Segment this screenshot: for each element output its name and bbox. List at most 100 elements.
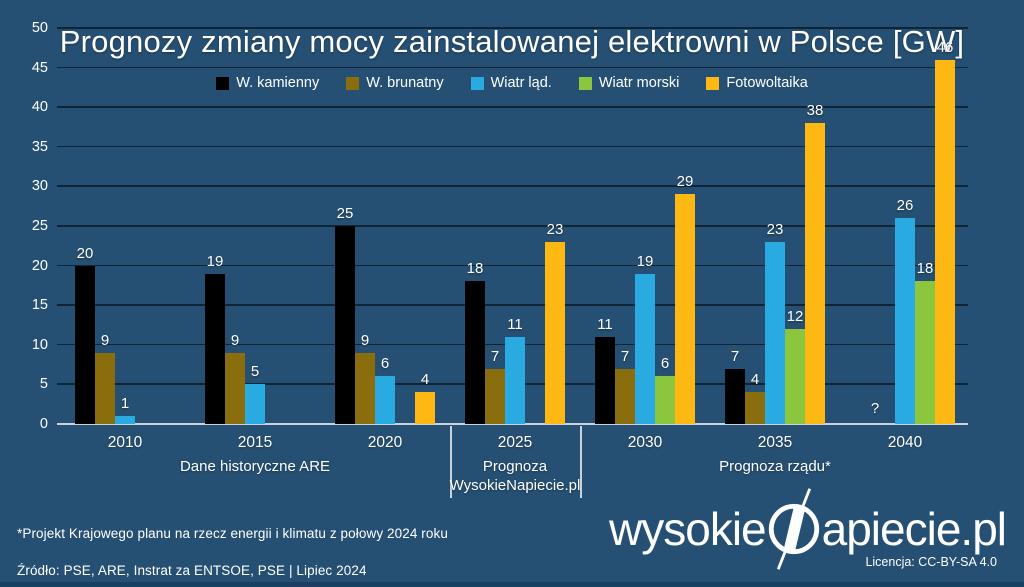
legend-marker bbox=[346, 76, 360, 90]
bar-value-label: 19 bbox=[206, 252, 224, 270]
gridline bbox=[57, 106, 968, 108]
bar-value-label: 18 bbox=[466, 260, 484, 278]
bar-value-label: 20 bbox=[76, 244, 94, 262]
missing-value-label: ? bbox=[870, 400, 880, 417]
bar-value-label: 4 bbox=[750, 371, 760, 389]
legend-label: W. kamienny bbox=[236, 75, 320, 91]
zone-label-line: Prognoza rządu* bbox=[719, 458, 831, 475]
bar-value-label: 7 bbox=[490, 347, 500, 365]
y-axis-label: 10 bbox=[31, 336, 48, 353]
brand-logo: wysokie apiecie.pl bbox=[609, 488, 1007, 570]
x-axis-label: 2025 bbox=[497, 434, 533, 451]
bar-value-label: 12 bbox=[786, 307, 804, 325]
bar bbox=[505, 336, 525, 424]
bar bbox=[95, 352, 115, 424]
bar-value-label: 7 bbox=[620, 347, 630, 365]
bar-value-label: 5 bbox=[250, 363, 260, 381]
source-caption: Źródło: PSE, ARE, Instrat za ENTSOE, PSE… bbox=[17, 563, 367, 578]
x-axis-label: 2010 bbox=[107, 434, 143, 451]
legend-marker bbox=[470, 76, 484, 90]
zone-label-line: Dane historyczne ARE bbox=[179, 458, 331, 475]
bar bbox=[595, 336, 615, 424]
legend-label: Wiatr ląd. bbox=[490, 75, 552, 91]
gridline bbox=[57, 264, 968, 267]
bar bbox=[635, 273, 655, 424]
bar bbox=[75, 265, 95, 424]
legend-label: W. brunatny bbox=[366, 75, 444, 91]
bar-value-label: 9 bbox=[230, 331, 240, 349]
bar-value-label: 26 bbox=[896, 197, 914, 215]
y-axis-label: 25 bbox=[31, 218, 48, 234]
bar bbox=[335, 226, 355, 424]
gridline bbox=[57, 185, 968, 187]
y-axis-label: 5 bbox=[39, 376, 48, 393]
y-axis-label: 20 bbox=[31, 257, 48, 274]
y-axis-label: 40 bbox=[31, 99, 48, 116]
bar bbox=[115, 416, 135, 424]
chart-title: Prognozy zmiany mocy zainstalowanej elek… bbox=[59, 24, 965, 59]
x-axis-baseline bbox=[57, 423, 968, 425]
y-axis-label: 30 bbox=[31, 178, 48, 195]
bar-value-label: 11 bbox=[597, 315, 613, 333]
bar-value-label: 25 bbox=[336, 205, 354, 222]
gridline bbox=[57, 304, 968, 306]
gridline bbox=[57, 225, 968, 227]
zone-label-line: WysokieNapiecie.pl bbox=[449, 477, 581, 494]
bar bbox=[615, 368, 635, 424]
bar-value-label: 4 bbox=[420, 371, 430, 389]
bar-value-label: 11 bbox=[507, 315, 523, 333]
bar bbox=[745, 392, 765, 424]
legend: W. kamienny W. brunatny Wiatr ląd. Wiatr mo… bbox=[0, 75, 1024, 91]
lightning-bolt-icon bbox=[768, 488, 819, 570]
bar bbox=[675, 194, 695, 424]
bar-value-label: 9 bbox=[360, 331, 370, 349]
legend-label: Fotowoltaika bbox=[726, 75, 808, 91]
bar-value-label: 23 bbox=[766, 220, 784, 238]
legend-marker bbox=[578, 76, 592, 90]
bar bbox=[895, 218, 915, 424]
logo-text-prefix: wysokie bbox=[609, 503, 767, 555]
gridline bbox=[57, 66, 968, 69]
x-axis-label: 2020 bbox=[367, 434, 403, 451]
legend-item: W. kamienny bbox=[216, 75, 319, 91]
gridline bbox=[57, 27, 968, 29]
bar bbox=[205, 273, 225, 424]
zone-label: Prognoza rządu* bbox=[665, 457, 885, 476]
logo-text-suffix: apiecie.pl bbox=[821, 503, 1007, 555]
bar bbox=[785, 328, 805, 424]
bar bbox=[725, 368, 745, 424]
x-axis-label: 2040 bbox=[887, 434, 923, 451]
bar-value-label: 7 bbox=[730, 347, 740, 365]
legend-item: Wiatr morski bbox=[578, 75, 680, 91]
bar-value-label: 23 bbox=[546, 220, 564, 238]
bar bbox=[225, 352, 245, 424]
bar bbox=[375, 376, 395, 424]
bar-value-label: 46 bbox=[936, 38, 954, 56]
zone-separator bbox=[580, 426, 582, 498]
bar bbox=[655, 376, 675, 424]
zone-label: Prognoza WysokieNapiecie.pl bbox=[405, 457, 625, 495]
legend-item: Fotowoltaika bbox=[706, 75, 808, 91]
y-axis-label: 50 bbox=[31, 20, 48, 36]
legend-label: Wiatr morski bbox=[598, 75, 680, 91]
bar-value-label: 6 bbox=[380, 355, 390, 373]
gridline bbox=[57, 145, 968, 148]
bar bbox=[805, 123, 825, 424]
bar-value-label: 29 bbox=[676, 173, 694, 191]
bar bbox=[545, 241, 565, 424]
legend-item: Wiatr ląd. bbox=[470, 75, 552, 91]
bar-value-label: 38 bbox=[806, 102, 824, 120]
bar-value-label: 18 bbox=[916, 260, 934, 278]
bar bbox=[485, 368, 505, 424]
x-axis-label: 2030 bbox=[627, 434, 663, 451]
bar bbox=[355, 352, 375, 424]
bar bbox=[935, 59, 955, 424]
license-label: Licencja: CC-BY-SA 4.0 bbox=[865, 555, 997, 569]
footnote: *Projekt Krajowego planu na rzecz energi… bbox=[17, 526, 448, 541]
y-axis-label: 0 bbox=[39, 416, 48, 432]
legend-marker bbox=[706, 76, 720, 90]
y-axis-label: 35 bbox=[31, 138, 48, 155]
x-axis-label: 2015 bbox=[237, 434, 273, 451]
bar bbox=[915, 281, 935, 424]
